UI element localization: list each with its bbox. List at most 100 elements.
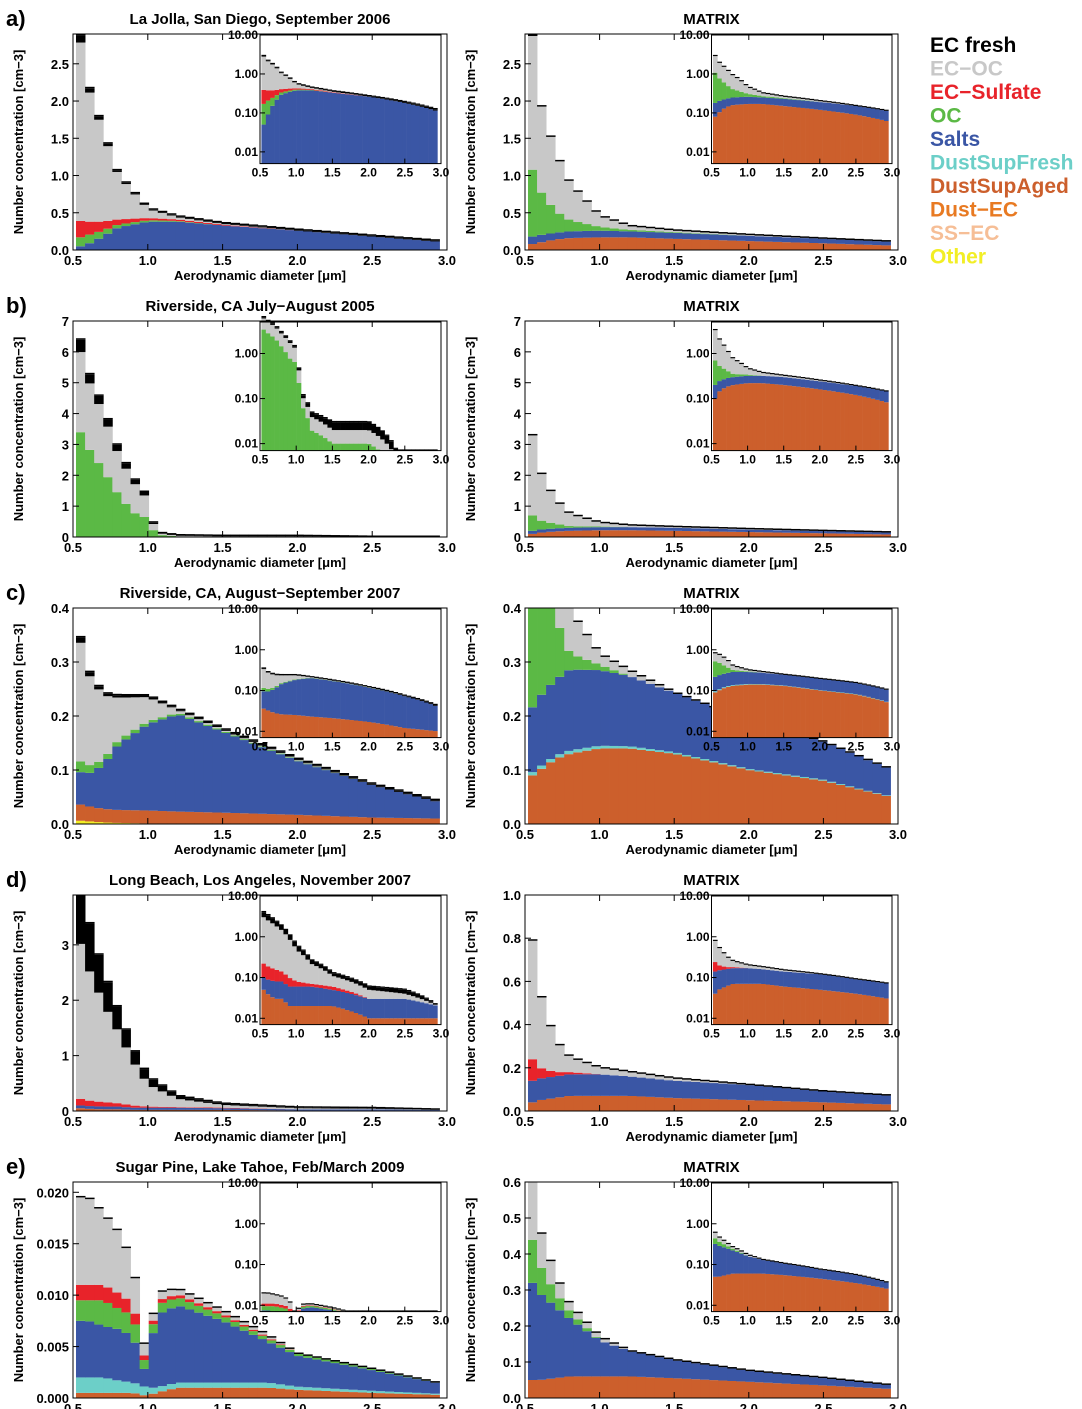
inset-bar-top (327, 1306, 333, 1308)
inset-bar-segment (388, 992, 394, 999)
bar-top (836, 1091, 846, 1093)
bar-segment (645, 1377, 656, 1398)
inset-bar-top (270, 62, 275, 65)
x-tick-label: 1.0 (139, 540, 157, 555)
inset-bar-top (761, 1258, 766, 1261)
inset-bar-segment (809, 388, 815, 451)
bar-segment (745, 532, 755, 537)
inset-xtick-label: 1.5 (775, 740, 792, 754)
inset-bar-segment (783, 686, 788, 738)
bar-segment (827, 781, 837, 783)
inset-bar-segment (410, 996, 416, 1001)
bar-segment (157, 220, 168, 222)
inset-bar-segment (783, 971, 788, 987)
bar-segment (600, 237, 610, 250)
inset-bar-segment (340, 978, 346, 990)
bar-top (591, 520, 601, 522)
bar-segment (872, 534, 882, 537)
y-tick-label: 0.6 (503, 1175, 521, 1190)
bar-top (85, 670, 95, 673)
y-tick-label: 1.0 (503, 169, 521, 184)
inset-bar-segment (375, 98, 381, 164)
bar-segment (339, 1364, 350, 1390)
inset-bar-segment (721, 987, 727, 1025)
chart-title: Riverside, CA July−August 2005 (145, 298, 374, 315)
inset-bar-top (809, 676, 815, 678)
inset-bar-segment (406, 102, 412, 104)
inset-bar-top (388, 98, 394, 100)
x-tick-label: 2.5 (814, 827, 832, 842)
bar-segment (609, 1095, 620, 1111)
bar-top (375, 535, 386, 537)
inset-bar-top (818, 100, 823, 102)
inset-xtick-label: 0.5 (703, 740, 720, 754)
bar-top (303, 229, 313, 231)
inset-bar-segment (717, 662, 723, 676)
inset-bar-segment (428, 107, 434, 110)
bar-segment (881, 534, 891, 537)
inset-bar-top (406, 989, 412, 992)
inset-bar-segment (879, 390, 885, 402)
inset-xtick-label: 1.5 (324, 453, 341, 467)
legend-entry: DustSupFresh (930, 152, 1074, 175)
bar-top (121, 1028, 131, 1030)
inset-bar-segment (717, 339, 723, 367)
bar-segment (636, 231, 647, 238)
inset-ytick-label: 10.00 (679, 602, 709, 616)
bar-segment (781, 237, 792, 243)
inset-bar-segment (301, 85, 306, 89)
axes-frame (524, 894, 899, 1112)
bar-segment (103, 1109, 113, 1111)
bar-segment (175, 711, 186, 714)
bar-segment (718, 1083, 728, 1100)
bar-segment (618, 667, 629, 674)
bar-segment (275, 753, 286, 755)
bar-segment (157, 702, 168, 704)
bar-segment (303, 231, 313, 250)
bar-segment (700, 531, 710, 537)
x-tick-label: 1.5 (214, 540, 232, 555)
bar-segment (727, 714, 737, 766)
bar-segment (412, 1109, 422, 1111)
inset-bar-top (384, 689, 390, 691)
inset-bar-segment (730, 358, 736, 374)
inset-bar-top (743, 668, 749, 670)
bar-top (745, 1083, 755, 1086)
bar-segment (718, 234, 728, 241)
bar-segment (718, 1380, 728, 1398)
inset-bar-segment (287, 90, 293, 92)
inset-bar-top (721, 656, 727, 658)
bar-segment (194, 1099, 204, 1102)
inset-bar-top (397, 99, 403, 102)
y-tick-label: 0.2 (503, 1319, 521, 1334)
bar-top (663, 1357, 674, 1360)
bar-segment (103, 419, 113, 427)
inset-bar-segment (397, 694, 403, 728)
bar-segment (772, 1101, 783, 1111)
inset-bar-segment (362, 984, 368, 988)
inset-bar-segment (323, 1006, 328, 1025)
bar-segment (654, 232, 665, 239)
bar-segment (239, 1108, 250, 1111)
inset-bar-segment (279, 1296, 284, 1305)
bar-segment (339, 1391, 350, 1398)
bar-segment (827, 239, 837, 244)
inset-bar-segment (318, 416, 324, 422)
inset-bar-top (292, 940, 297, 942)
inset-bar-top (765, 671, 771, 673)
bar-segment (645, 526, 656, 528)
inset-bar-segment (712, 692, 718, 738)
inset-bar-top (756, 1257, 762, 1259)
bar-top (366, 535, 377, 537)
bar-top (375, 234, 386, 237)
legend-entry: DustSupAged (930, 175, 1069, 198)
y-axis-label: Number concentration [cm−3] (11, 337, 26, 522)
bar-segment (221, 729, 231, 731)
bar-top (194, 716, 204, 719)
inset-bar-segment (813, 109, 819, 164)
bar-top (175, 1095, 186, 1097)
inset-xtick-label: 2.5 (848, 1314, 865, 1328)
bar-top (555, 1282, 565, 1284)
bar-segment (185, 535, 195, 537)
y-tick-label: 2 (62, 993, 69, 1008)
